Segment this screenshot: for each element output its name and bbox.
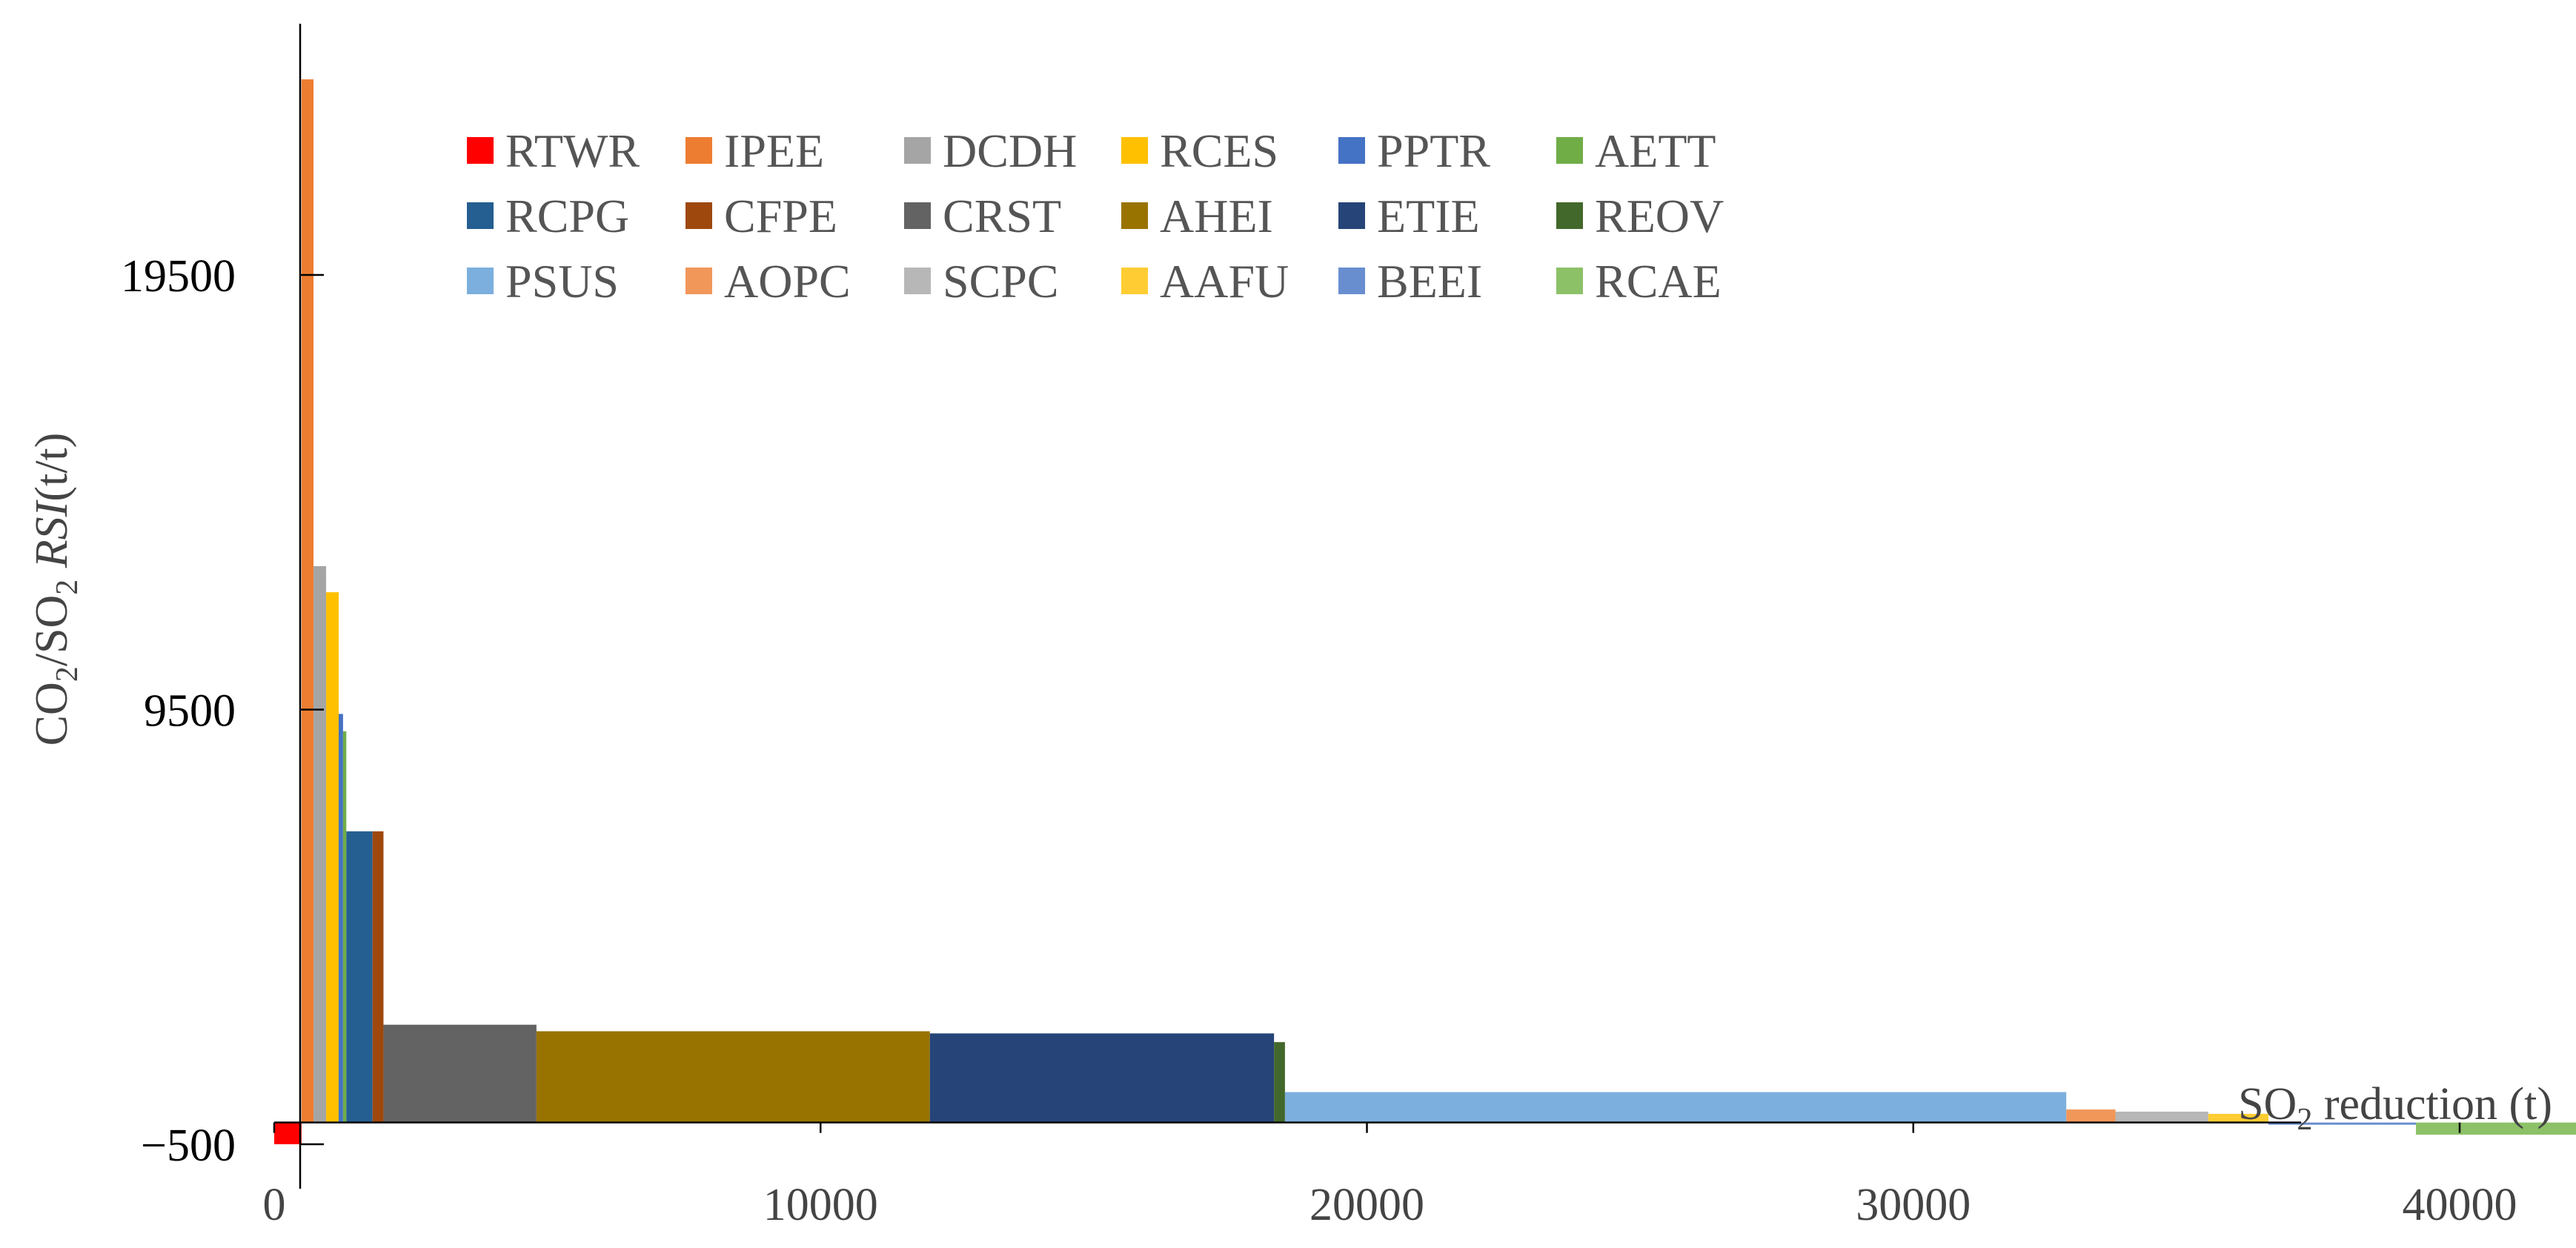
legend-label-pptr: PPTR: [1377, 125, 1490, 177]
x-tick-label: 10000: [763, 1180, 878, 1230]
bar-ipee: [301, 79, 314, 1123]
legend-label-scpc: SCPC: [943, 255, 1059, 308]
y-ticks-group: −500 9500 19500: [121, 251, 324, 1171]
legend-swatch-crst: [904, 202, 931, 229]
legend-label-aopc: AOPC: [724, 255, 851, 308]
bar-dcdh: [313, 565, 327, 1123]
legend-swatch-dcdh: [904, 137, 931, 164]
legend-label-aafu: AAFU: [1160, 255, 1289, 308]
bar-rtwr: [274, 1122, 302, 1144]
legend-swatch-aopc: [686, 268, 712, 294]
legend-swatch-rces: [1121, 137, 1148, 164]
legend: RTWR IPEE DCDH RCES PPTR AETT RCPG CFPE CRST AHEI…: [467, 125, 1724, 308]
x-ticks-group: 0 10000 20000 30000 40000: [263, 1122, 2517, 1230]
legend-label-ipee: IPEE: [724, 125, 824, 177]
legend-label-crst: CRST: [943, 190, 1061, 242]
legend-swatch-ipee: [686, 137, 712, 164]
legend-label-ahei: AHEI: [1160, 190, 1273, 242]
y-tick-label: −500: [141, 1121, 236, 1171]
legend-swatch-aafu: [1121, 268, 1148, 294]
legend-swatch-rcpg: [467, 202, 494, 229]
bar-aafu: [2208, 1113, 2268, 1123]
legend-swatch-ahei: [1121, 202, 1148, 229]
axes-group: −500 9500 19500 0 10000 20000 30000 40000: [121, 24, 2517, 1230]
legend-label-rcae: RCAE: [1595, 255, 1722, 308]
x-axis-label: SO2 reduction (t): [2238, 1079, 2552, 1137]
legend-label-rcpg: RCPG: [505, 190, 629, 242]
bar-pptr: [338, 714, 343, 1123]
legend-label-cfpe: CFPE: [724, 190, 837, 242]
bar-beei: [2268, 1122, 2417, 1125]
y-tick-label: 9500: [144, 686, 236, 737]
legend-label-psus: PSUS: [505, 255, 619, 308]
legend-swatch-scpc: [904, 268, 931, 294]
legend-label-rtwr: RTWR: [505, 125, 640, 177]
legend-swatch-aett: [1556, 137, 1583, 164]
bar-rcpg: [346, 831, 373, 1123]
x-tick-label: 30000: [1856, 1180, 1971, 1230]
legend-swatch-pptr: [1338, 137, 1365, 164]
bar-aett: [342, 731, 347, 1123]
legend-label-reov: REOV: [1595, 190, 1724, 242]
legend-label-beei: BEEI: [1377, 255, 1482, 308]
bar-rcae: [2416, 1122, 2576, 1135]
legend-label-dcdh: DCDH: [943, 125, 1077, 177]
legend-swatch-rtwr: [467, 137, 494, 164]
legend-swatch-rcae: [1556, 268, 1583, 294]
x-tick-label: 40000: [2403, 1180, 2517, 1230]
y-axis-label: CO2/SO2 RSI(t/t): [27, 433, 84, 746]
bar-scpc: [2115, 1112, 2208, 1123]
bar-crst: [383, 1024, 537, 1123]
legend-swatch-etie: [1338, 202, 1365, 229]
bar-aopc: [2066, 1109, 2116, 1123]
legend-label-etie: ETIE: [1377, 190, 1480, 242]
y-tick-label: 19500: [121, 251, 236, 302]
legend-label-aett: AETT: [1595, 125, 1716, 177]
legend-label-rces: RCES: [1160, 125, 1278, 177]
bar-rces: [326, 592, 339, 1123]
x-tick-label: 20000: [1309, 1180, 1424, 1230]
legend-swatch-reov: [1556, 202, 1583, 229]
legend-swatch-psus: [467, 268, 494, 294]
bar-reov: [1274, 1042, 1285, 1123]
bars-group: [274, 79, 2576, 1144]
legend-swatch-cfpe: [686, 202, 712, 229]
legend-swatch-beei: [1338, 268, 1365, 294]
x-tick-label: 0: [263, 1180, 286, 1230]
bar-cfpe: [372, 831, 384, 1123]
bar-ahei: [536, 1031, 930, 1123]
bar-psus: [1284, 1092, 2067, 1123]
bar-etie: [929, 1033, 1275, 1123]
